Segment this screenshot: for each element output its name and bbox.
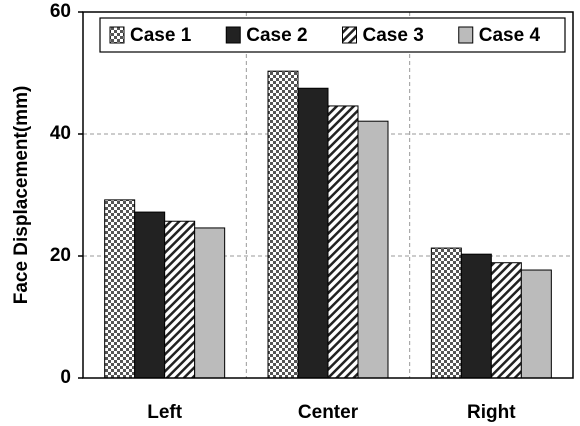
- x-tick-label: Center: [298, 402, 359, 423]
- y-tick-label: 60: [50, 1, 71, 22]
- plot-frame: [82, 11, 574, 379]
- bar: [490, 262, 522, 379]
- x-tick-label: Right: [467, 402, 516, 423]
- legend-label: Case 1: [130, 25, 192, 46]
- y-tick-label: 40: [50, 123, 71, 144]
- bar: [327, 105, 359, 379]
- bar: [164, 220, 196, 379]
- legend-box: [99, 17, 566, 53]
- legend-label: Case 4: [479, 25, 541, 46]
- bar: [267, 70, 299, 379]
- bar: [520, 269, 552, 379]
- legend-swatch: [225, 26, 241, 44]
- bar: [104, 199, 136, 379]
- bar: [460, 253, 492, 379]
- y-axis-label: Face Displacement(mm): [11, 86, 32, 305]
- bar: [430, 247, 462, 379]
- legend-label: Case 2: [246, 25, 307, 46]
- x-tick-label: Left: [147, 402, 183, 423]
- bar: [194, 227, 226, 379]
- legend-swatch: [109, 26, 125, 44]
- bar: [297, 87, 329, 379]
- legend-swatch: [342, 26, 357, 44]
- y-tick-label: 20: [50, 245, 71, 266]
- y-tick-label: 0: [60, 367, 71, 388]
- legend-label: Case 3: [363, 25, 424, 46]
- bar: [134, 211, 166, 379]
- bar: [357, 120, 389, 379]
- legend-swatch: [458, 26, 474, 44]
